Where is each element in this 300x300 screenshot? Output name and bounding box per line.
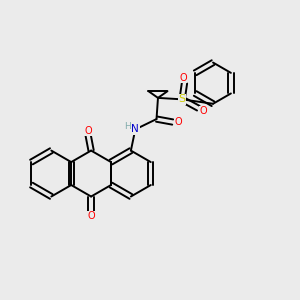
Text: S: S <box>178 94 186 104</box>
Text: O: O <box>179 73 187 83</box>
Text: O: O <box>174 117 182 127</box>
Text: H: H <box>124 122 130 131</box>
Text: O: O <box>87 211 95 221</box>
Text: N: N <box>131 124 139 134</box>
Text: O: O <box>84 126 92 136</box>
Text: O: O <box>200 106 207 116</box>
